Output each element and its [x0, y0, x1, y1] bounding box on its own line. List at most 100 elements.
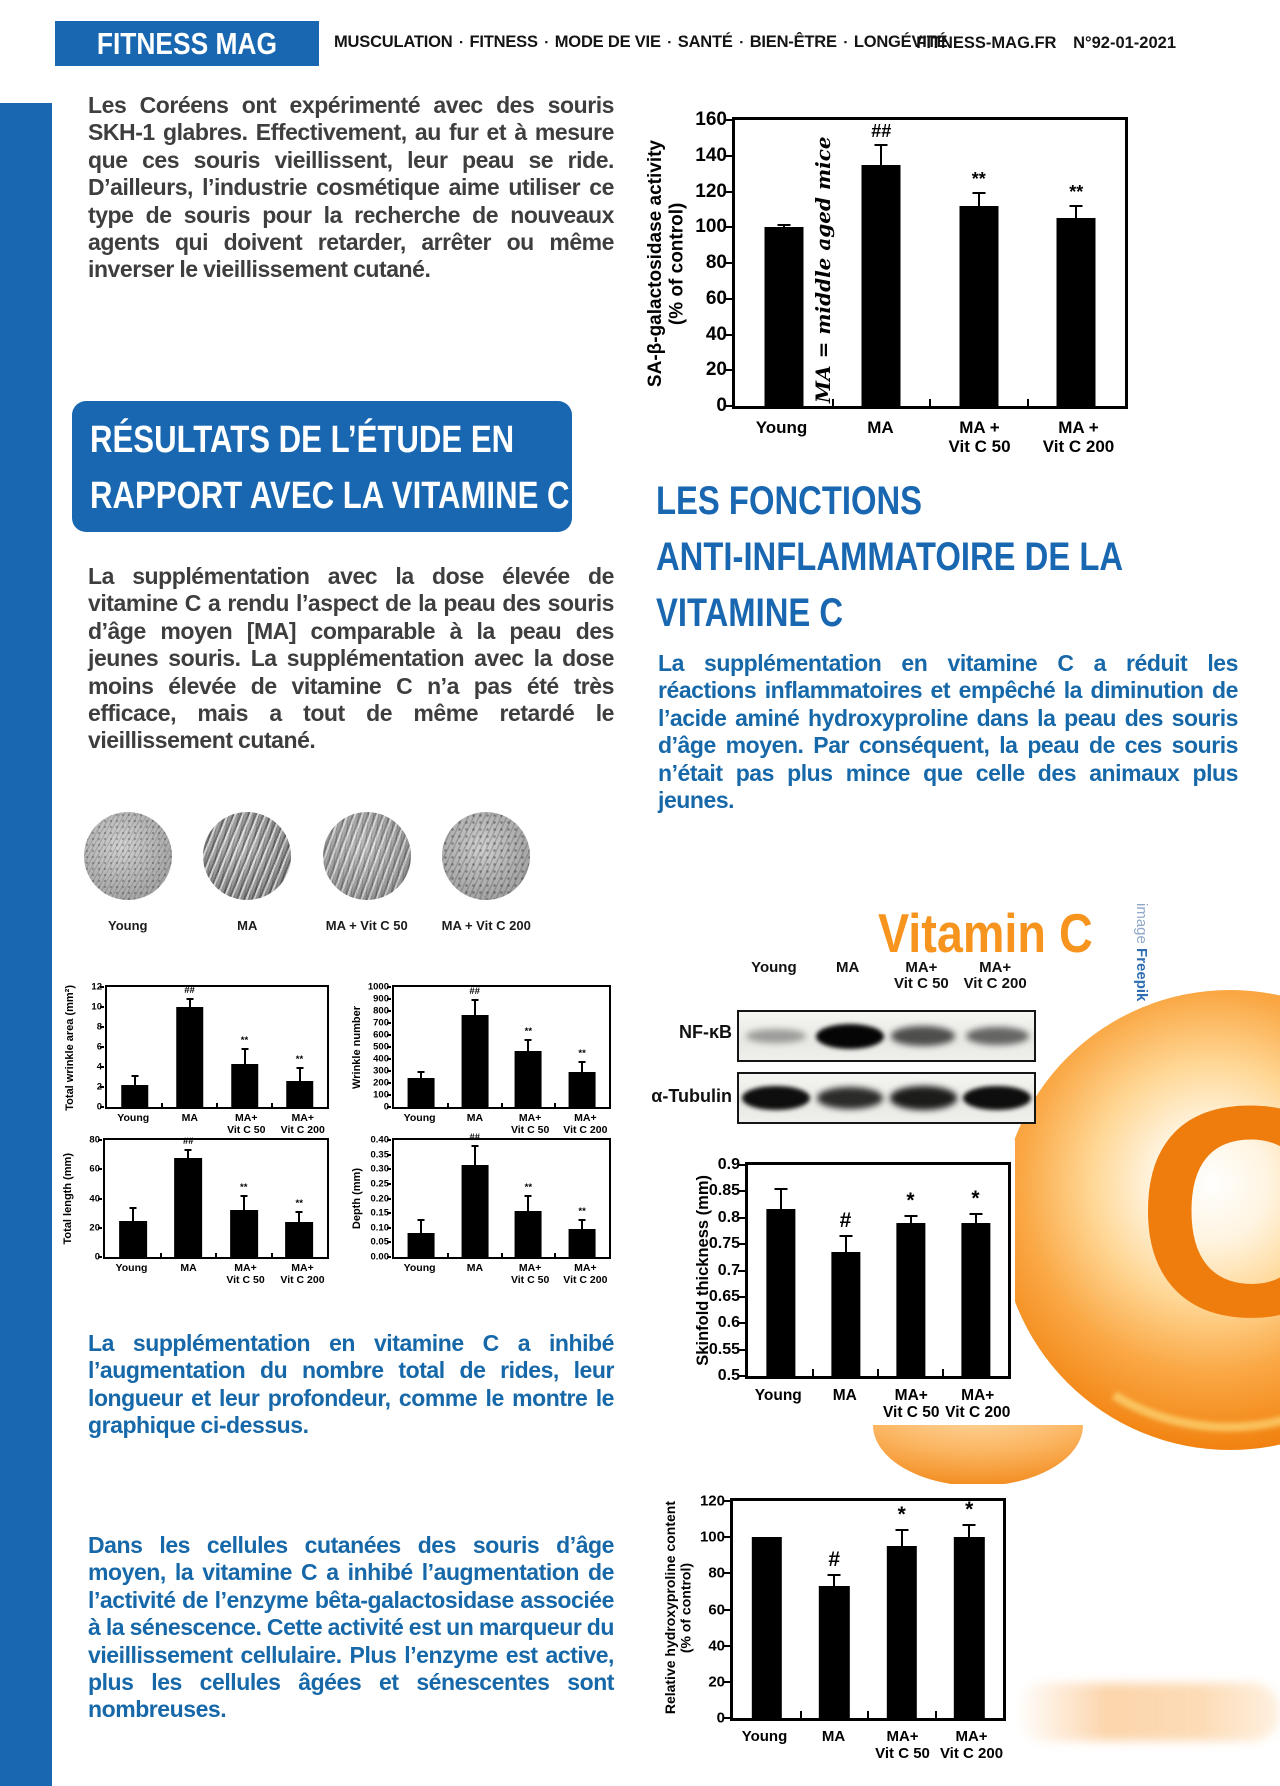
blot-lane-labels: Young MA MA+ Vit C 50 MA+ Vit C 200 [737, 960, 1032, 992]
headline-line: VITAMINE C [656, 591, 844, 635]
x-category-label: MA [181, 1112, 198, 1124]
vitamin-c-ball-letter: C [1135, 1043, 1280, 1379]
x-category-label: MA+ Vit C 200 [280, 1262, 325, 1286]
sa-beta-gal-chart: SA-β-galactosidase activity (% of contro… [640, 109, 1128, 456]
y-tick-mark [738, 1190, 745, 1193]
y-tick-label: 20 [708, 1673, 725, 1691]
bar-slot: ## [162, 985, 217, 1107]
sa-beta-gal-bar-2 [959, 205, 999, 406]
total-length-plot-area: 0 20 40 60 80 ## ** ** [89, 1135, 329, 1263]
y-tick-label: 6 [97, 1042, 102, 1053]
error-bar-cap [296, 1067, 303, 1069]
y-tick-label: 0.00 [370, 1251, 390, 1263]
y-tick-mark [387, 1082, 391, 1084]
y-tick-label: 80 [89, 1134, 100, 1146]
y-tick-mark [387, 1046, 391, 1048]
skin-label: MA + Vit C 50 [325, 918, 408, 933]
x-category-label: MA [180, 1262, 197, 1274]
error-bar [527, 1196, 530, 1212]
error-bar-cap [962, 1523, 976, 1526]
bar-slot [394, 987, 448, 1107]
error-bar-cap [524, 1038, 532, 1041]
error-bar [909, 1216, 912, 1224]
protein-band [816, 1086, 883, 1110]
error-bar-cap [777, 224, 791, 227]
y-tick-mark [738, 1322, 745, 1325]
y-tick-mark [387, 986, 391, 988]
y-tick-mark [723, 1500, 730, 1502]
y-tick-label: 140 [695, 144, 727, 166]
nav-item: BIEN-ÊTRE [749, 33, 837, 51]
bar-slot: ** [1028, 120, 1126, 406]
y-tick-label: 700 [373, 1017, 389, 1029]
header-nav: MUSCULATION ▪ FITNESS ▪ MODE DE VIE ▪ SANTÉ ▪ BI… [334, 33, 948, 52]
logo-text: FITNESS MAG [96, 25, 278, 61]
significance-marker: ## [469, 985, 480, 997]
x-category-label: MA [821, 1728, 846, 1745]
significance-marker: ** [578, 1206, 586, 1218]
bar-slot: ** [272, 1140, 328, 1257]
error-bar [419, 1220, 422, 1233]
blot-lane-label: Young [751, 959, 797, 976]
nav-item: FITNESS [469, 33, 538, 51]
skinfold-thickness-bar-2 [895, 1223, 926, 1376]
y-tick-label: 40 [89, 1193, 100, 1204]
error-bar [974, 1214, 977, 1224]
section-heading-box: RÉSULTATS DE L’ÉTUDE EN RAPPORT AVEC LA … [72, 401, 572, 532]
error-bar-cap [774, 1187, 787, 1190]
x-tick-mark [929, 399, 931, 406]
blot-row-label-tubulin: α-Tubulin [651, 1086, 732, 1106]
significance-marker: ## [871, 121, 892, 142]
error-bar-cap [417, 1219, 425, 1222]
y-tick-label: 12 [91, 981, 102, 993]
skin-photo-ma-vitc200 [442, 812, 531, 900]
hydroxyproline-content-bar-1 [819, 1586, 850, 1718]
blot-row-label-nfkb: NF-κB [678, 1022, 732, 1042]
y-tick-label: 0.9 [717, 1156, 740, 1173]
y-tick-label: 1000 [367, 981, 389, 993]
error-bar-cap [241, 1048, 248, 1050]
bar-slot [394, 1140, 448, 1257]
error-bar-cap [904, 1215, 917, 1218]
y-tick-label: 500 [373, 1041, 389, 1053]
wrinkle-depth-bar-1 [461, 1164, 489, 1257]
y-tick-mark [738, 1348, 745, 1351]
y-tick-label: 20 [89, 1222, 100, 1234]
x-tick-mark [877, 1369, 879, 1376]
significance-marker: ** [578, 1048, 586, 1059]
error-bar [131, 1208, 134, 1222]
image-credit: image Freepik [1133, 903, 1150, 1001]
y-tick-label: 10 [91, 1001, 102, 1013]
significance-marker: * [897, 1502, 906, 1526]
y-tick-mark [723, 1536, 730, 1539]
y-tick-label: 0.30 [370, 1163, 390, 1175]
bar-slot [105, 1140, 161, 1257]
y-tick-mark [387, 1153, 391, 1156]
error-bar-cap [131, 1075, 138, 1077]
wrinkle-depth-chart: Depth (mm) 0.00 0.05 0.10 0.15 0.20 0.25 0.30 0.… [347, 1132, 613, 1286]
significance-marker: ** [240, 1181, 248, 1193]
intro-paragraph: Les Coréens ont expérimenté avec des sou… [88, 92, 614, 283]
x-category-label: MA+ Vit C 50 [510, 1112, 550, 1136]
headline-line: LES FONCTIONS [656, 479, 923, 523]
y-tick-label: 20 [705, 359, 727, 381]
header-site-issue: FITNESS-MAG.FR N°92-01-2021 [904, 34, 1176, 53]
y-tick-label: 0 [384, 1102, 389, 1113]
wrinkle-number-bar-1 [461, 1015, 489, 1107]
y-tick-mark [725, 119, 732, 121]
protein-band [815, 1023, 884, 1049]
x-category-label: Young [403, 1262, 436, 1274]
total-length-bar-1 [174, 1157, 203, 1257]
wrinkle-number-plot-area: 01002003004005006007008009001000 ## ** ** [368, 982, 611, 1113]
y-tick-label: 0.25 [370, 1178, 390, 1190]
y-tick-mark [387, 1212, 391, 1215]
y-tick-mark [725, 333, 732, 336]
bar-slot: ** [272, 987, 327, 1107]
y-tick-label: 60 [708, 1601, 725, 1618]
y-tick-mark [98, 1256, 102, 1258]
total-wrinkle-area-ylabel: Total wrinkle area (mm²) [63, 985, 76, 1111]
error-bar-cap [186, 998, 193, 1000]
bar-slot: * [943, 1165, 1008, 1376]
y-tick-label: 0.8 [717, 1208, 740, 1226]
y-tick-label: 0 [97, 1102, 102, 1113]
